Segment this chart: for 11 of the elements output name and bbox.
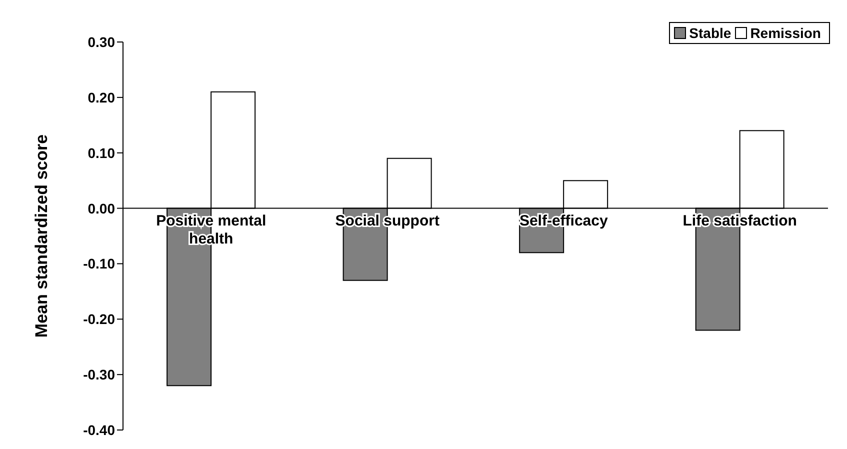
y-tick-label: -0.30 [83, 366, 116, 383]
y-tick-label: -0.20 [83, 311, 116, 328]
y-tick-label: -0.10 [83, 256, 116, 272]
y-tick-label: 0.10 [88, 144, 116, 161]
y-tick-label: 0.30 [88, 34, 116, 50]
y-tick-label: 0.00 [88, 200, 116, 216]
y-tick-label: -0.40 [83, 422, 116, 438]
y-axis-title: Mean standardized score [32, 134, 52, 338]
y-tick-label: 0.20 [88, 89, 116, 106]
legend-label: Stable [688, 25, 732, 41]
legend-label: Remission [749, 25, 821, 41]
